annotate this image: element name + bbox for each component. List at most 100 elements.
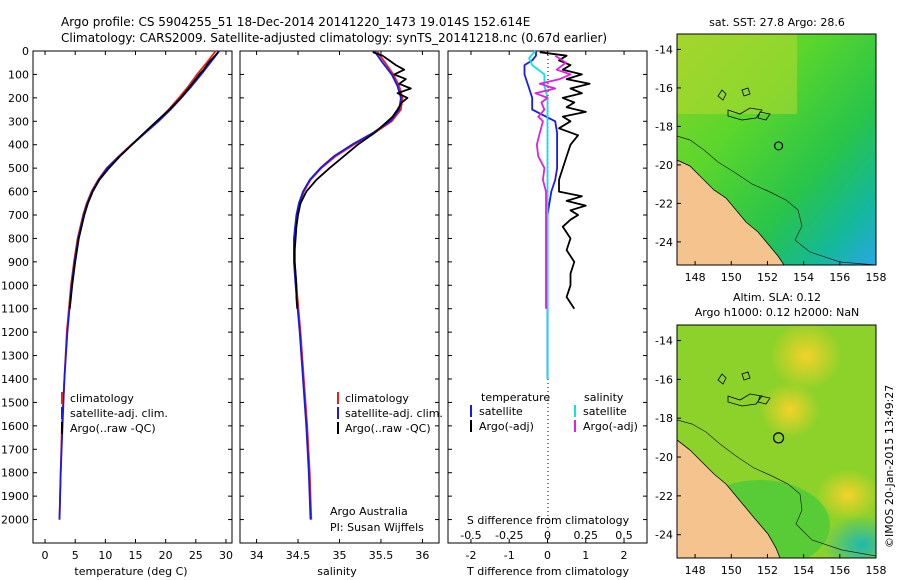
salinity-tick-label: 35.5 <box>369 549 394 562</box>
header-line2: Climatology: CARS2009. Satellite-adjuste… <box>61 31 607 45</box>
s-difference-axis: -0.5-0.2500.250.5 <box>460 529 633 542</box>
depth-tick-label: 1100 <box>1 303 29 316</box>
land-mass <box>677 160 784 265</box>
legend-climatology-label: climatology <box>345 392 409 405</box>
s-difference-tick-label: 0.5 <box>615 529 633 542</box>
temperature-tick-label: 25 <box>189 549 203 562</box>
sla-high-patch <box>770 325 842 390</box>
lat-tick-label: -18 <box>655 120 673 133</box>
legend-satellite-label: satellite-adj. clim. <box>70 407 168 420</box>
legend-temperature-title: temperature <box>481 391 550 404</box>
depth-tick-label: 1000 <box>1 279 29 292</box>
depth-tick-label: 1900 <box>1 490 29 503</box>
series-line <box>58 50 217 520</box>
depth-tick-label: 600 <box>8 186 29 199</box>
sst-map <box>677 34 876 265</box>
legend-s-satellite-label: satellite <box>583 405 627 418</box>
t-difference-tick-label: 0 <box>544 549 551 562</box>
lon-tick-label: 154 <box>793 564 814 577</box>
depth-tick-label: 700 <box>8 209 29 222</box>
t-difference-tick-label: -2 <box>465 549 476 562</box>
temperature-tick-label: 15 <box>129 549 143 562</box>
depth-tick-label: 500 <box>8 162 29 175</box>
float-position-marker <box>773 141 784 151</box>
sla-map-title-line2: Argo h1000: 0.12 h2000: NaN <box>695 306 860 319</box>
legend-argo-label: Argo(..raw -QC) <box>345 422 431 435</box>
depth-tick-label: 1700 <box>1 443 29 456</box>
salinity-xlabel: salinity <box>317 565 357 578</box>
reef-islands <box>717 371 771 407</box>
legend-climatology-label: climatology <box>70 392 134 405</box>
lat-tick-label: -16 <box>655 373 673 386</box>
legend-s-argo-label: Argo(-adj) <box>583 420 638 433</box>
sst-warm-patch <box>677 34 797 114</box>
series-line <box>523 51 558 379</box>
lon-tick-label: 158 <box>866 564 887 577</box>
lat-tick-label: -18 <box>655 412 673 425</box>
lon-tick-label: 156 <box>829 564 850 577</box>
lon-tick-label: 148 <box>685 564 706 577</box>
series-line <box>58 50 221 520</box>
lon-tick-label: 152 <box>757 564 778 577</box>
lon-tick-label: 150 <box>721 564 742 577</box>
t-difference-tick-label: 1 <box>582 549 589 562</box>
legend-t-satellite-label: satellite <box>479 405 523 418</box>
lat-tick-label: -16 <box>655 82 673 95</box>
coastline <box>677 159 785 265</box>
s-difference-xlabel: S difference from climatology <box>467 514 630 527</box>
legend-salinity-title: salinity <box>584 391 624 404</box>
t-difference-tick-label: 2 <box>621 549 628 562</box>
temperature-tick-label: 30 <box>219 549 233 562</box>
legend-satellite-label: satellite-adj. clim. <box>345 407 443 420</box>
lat-tick-label: -14 <box>655 335 673 348</box>
salinity-legend: climatology satellite-adj. clim. Argo(..… <box>330 392 443 534</box>
depth-tick-label: 0 <box>22 45 29 58</box>
header-line1: Argo profile: CS 5904255_51 18-Dec-2014 … <box>61 15 530 29</box>
sla-map-frame <box>676 324 877 559</box>
s-difference-tick-label: 0.25 <box>574 529 599 542</box>
salinity-panel-frame <box>239 50 440 544</box>
temperature-xlabel: temperature (deg C) <box>74 565 187 578</box>
depth-tick-label: 900 <box>8 256 29 269</box>
depth-tick-label: 400 <box>8 139 29 152</box>
series-line <box>292 50 402 520</box>
temperature-tick-label: 10 <box>98 549 112 562</box>
depth-tick-label: 1800 <box>1 467 29 480</box>
isobath-contour <box>677 135 876 265</box>
legend-t-argo-label: Argo(-adj) <box>479 420 534 433</box>
lat-tick-label: -24 <box>655 236 673 249</box>
depth-axis: 0 100 200 300 400 500 600 700 800 900 1000 1100 1200… <box>1 45 647 527</box>
lon-tick-label: 158 <box>866 271 887 284</box>
sla-low-patch <box>822 515 876 558</box>
imos-watermark: ©IMOS 20-Jan-2015 13:49:27 <box>883 385 896 548</box>
series-line <box>528 50 549 379</box>
sst-map-axes: 148 150 152 154 156 158 -14 -16 -18 -20 -22 -24 <box>655 43 886 284</box>
s-difference-tick-label: -0.25 <box>495 529 523 542</box>
lat-tick-label: -20 <box>655 451 673 464</box>
reef-islands <box>717 87 771 121</box>
depth-tick-label: 1600 <box>1 420 29 433</box>
temperature-axis: 0 5 10 15 20 25 30 <box>42 51 233 562</box>
depth-tick-label: 1500 <box>1 396 29 409</box>
temperature-tick-label: 20 <box>159 549 173 562</box>
t-difference-tick-label: -1 <box>504 549 515 562</box>
depth-tick-label: 1200 <box>1 326 29 339</box>
temperature-series <box>58 50 221 520</box>
sst-map-frame <box>676 33 877 266</box>
sla-high-patch <box>816 469 876 521</box>
depth-tick-label: 1300 <box>1 350 29 363</box>
lon-tick-label: 152 <box>757 271 778 284</box>
series-line <box>293 51 412 309</box>
t-difference-xlabel: T difference from climatology <box>466 565 629 578</box>
lat-tick-label: -14 <box>655 43 673 56</box>
argo-australia-label: Argo Australia <box>330 505 408 518</box>
salinity-tick-label: 35 <box>333 549 347 562</box>
temperature-tick-label: 0 <box>42 549 49 562</box>
s-difference-tick-label: -0.5 <box>460 529 481 542</box>
lon-tick-label: 148 <box>685 271 706 284</box>
sst-map-title: sat. SST: 27.8 Argo: 28.6 <box>709 16 845 29</box>
land-mass <box>677 440 780 558</box>
lon-tick-label: 156 <box>829 271 850 284</box>
depth-tick-label: 1400 <box>1 373 29 386</box>
